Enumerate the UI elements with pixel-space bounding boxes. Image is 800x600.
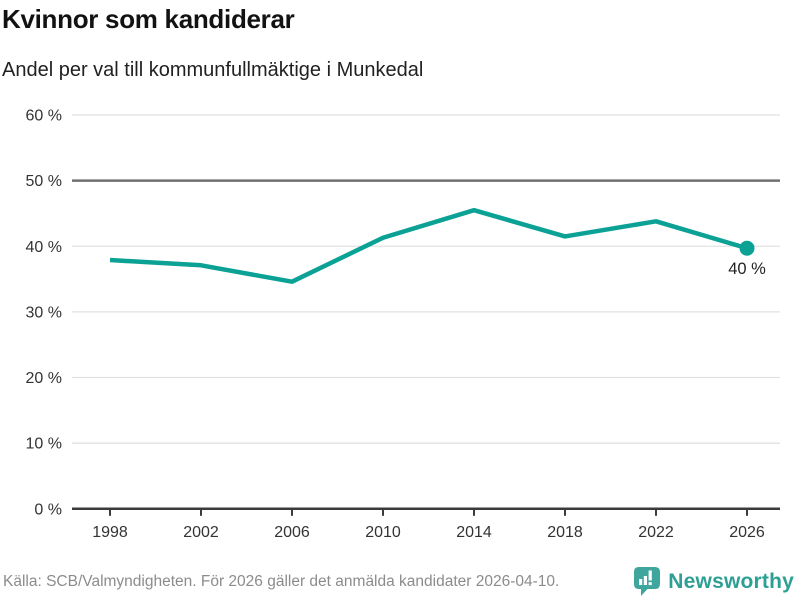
y-tick-label: 50 % [26,173,62,190]
line-chart: 0 % 10 % 20 % 30 % 40 % 50 % 60 % 1998 2002 2006 2… [26,108,780,541]
x-tick-label: 2018 [547,524,583,541]
x-tick-label: 2022 [638,524,674,541]
y-tick-label: 30 % [26,304,62,321]
newsworthy-logo: Newsworthy [633,566,800,597]
x-tick-label: 2026 [729,524,765,541]
x-tick-label: 2006 [274,524,310,541]
footer: Källa: SCB/Valmyndigheten. För 2026 gäll… [0,563,800,600]
brand-name: Newsworthy [668,569,794,593]
end-point-label: 40 % [728,260,766,278]
end-point-marker [739,240,755,256]
x-tick-label: 2002 [183,524,219,541]
chart-subtitle: Andel per val till kommunfullmäktige i M… [2,59,424,81]
x-tick-label: 2014 [456,524,492,541]
page-title: Kvinnor som kandiderar [2,4,295,34]
data-line [109,207,748,284]
y-tick-label: 20 % [26,370,62,387]
x-tick-label: 2010 [365,524,401,541]
bar-chart-speech-bubble-icon [634,567,661,596]
y-tick-label: 0 % [34,501,62,518]
y-tick-label: 10 % [26,436,62,453]
source-attribution: Källa: SCB/Valmyndigheten. För 2026 gäll… [3,572,560,590]
y-tick-label: 60 % [26,108,62,125]
y-tick-label: 40 % [26,239,62,256]
x-tick-label: 1998 [92,524,128,541]
